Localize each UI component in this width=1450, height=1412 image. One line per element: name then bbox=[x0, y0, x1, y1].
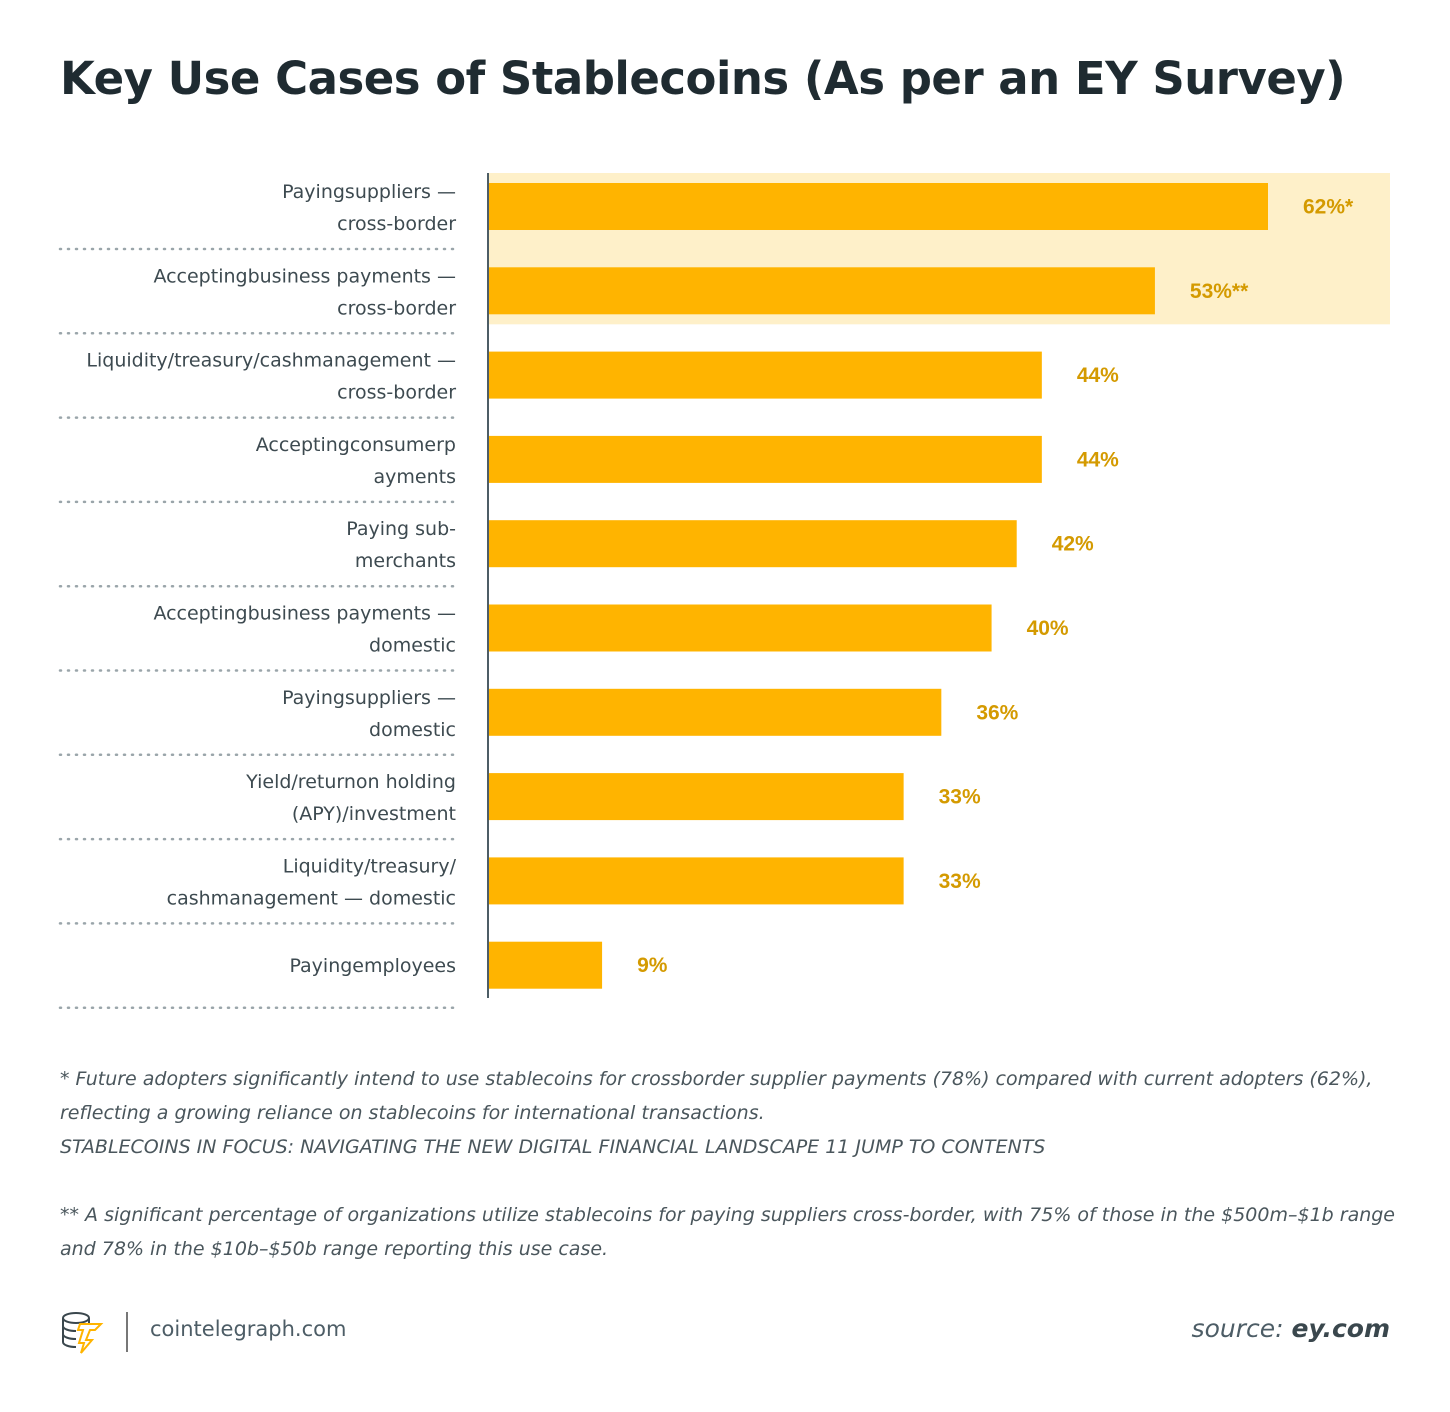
footnote-1: * Future adopters significantly intend t… bbox=[60, 1068, 1373, 1124]
category-label-0-line-0: Payingsuppliers — bbox=[282, 181, 456, 203]
value-label-5: 40% bbox=[1027, 617, 1069, 640]
source-value: ey.com bbox=[1291, 1314, 1391, 1343]
bar-2 bbox=[489, 351, 1042, 399]
footnote-1-source: STABLECOINS IN FOCUS: NAVIGATING THE NEW… bbox=[60, 1136, 1046, 1158]
category-label-3-line-0: Acceptingconsumerp bbox=[256, 434, 456, 456]
value-label-9: 9% bbox=[637, 954, 668, 977]
category-label-2-line-1: cross-border bbox=[337, 382, 456, 404]
source-credit: source: ey.com bbox=[1192, 1314, 1390, 1343]
bar-9 bbox=[489, 941, 603, 989]
bar-8 bbox=[489, 857, 904, 905]
bar-5 bbox=[489, 604, 992, 652]
value-label-2: 44% bbox=[1077, 364, 1119, 387]
value-label-1: 53%** bbox=[1190, 280, 1249, 303]
category-label-9-line-0: Payingemployees bbox=[289, 955, 456, 977]
category-label-6-line-1: domestic bbox=[369, 719, 456, 741]
footnotes: * Future adopters significantly intend t… bbox=[60, 1062, 1400, 1266]
bar-1 bbox=[489, 267, 1155, 315]
category-label-3-line-1: ayments bbox=[374, 466, 456, 488]
bar-6 bbox=[489, 688, 942, 736]
value-label-8: 33% bbox=[939, 870, 981, 893]
category-label-1-line-0: Acceptingbusiness payments — bbox=[153, 265, 456, 287]
category-label-5-line-0: Acceptingbusiness payments — bbox=[153, 603, 456, 625]
footnote-2: ** A significant percentage of organizat… bbox=[60, 1204, 1396, 1260]
value-label-6: 36% bbox=[976, 701, 1018, 724]
cointelegraph-logo-icon bbox=[62, 1312, 104, 1354]
category-label-7-line-0: Yield/returnon holding bbox=[245, 771, 456, 793]
category-label-4-line-0: Paying sub- bbox=[346, 518, 456, 540]
category-label-5-line-1: domestic bbox=[369, 635, 456, 657]
category-label-4-line-1: merchants bbox=[355, 550, 456, 572]
bar-chart: 62%* Payingsuppliers — cross-border 53%** Ac… bbox=[58, 173, 1390, 1009]
category-label-1-line-1: cross-border bbox=[337, 297, 456, 319]
footer-divider bbox=[126, 1312, 128, 1352]
value-label-0: 62%* bbox=[1303, 196, 1354, 219]
bar-4 bbox=[489, 520, 1017, 568]
category-label-8-line-1: cashmanagement — domestic bbox=[167, 887, 456, 909]
category-label-7-line-1: (APY)/investment bbox=[292, 803, 456, 825]
value-label-7: 33% bbox=[939, 786, 981, 809]
category-label-6-line-0: Payingsuppliers — bbox=[282, 687, 456, 709]
bar-7 bbox=[489, 773, 904, 821]
site-name: cointelegraph.com bbox=[150, 1317, 347, 1341]
bar-3 bbox=[489, 435, 1042, 483]
value-label-3: 44% bbox=[1077, 448, 1119, 471]
bar-0 bbox=[489, 183, 1268, 230]
category-label-8-line-0: Liquidity/treasury/ bbox=[283, 855, 457, 877]
value-label-4: 42% bbox=[1052, 533, 1094, 556]
source-label: source: bbox=[1191, 1314, 1284, 1343]
chart-title: Key Use Cases of Stablecoins (As per an … bbox=[60, 52, 1346, 105]
category-label-0-line-1: cross-border bbox=[337, 213, 456, 235]
category-label-2-line-0: Liquidity/treasury/cashmanagement — bbox=[86, 350, 456, 372]
